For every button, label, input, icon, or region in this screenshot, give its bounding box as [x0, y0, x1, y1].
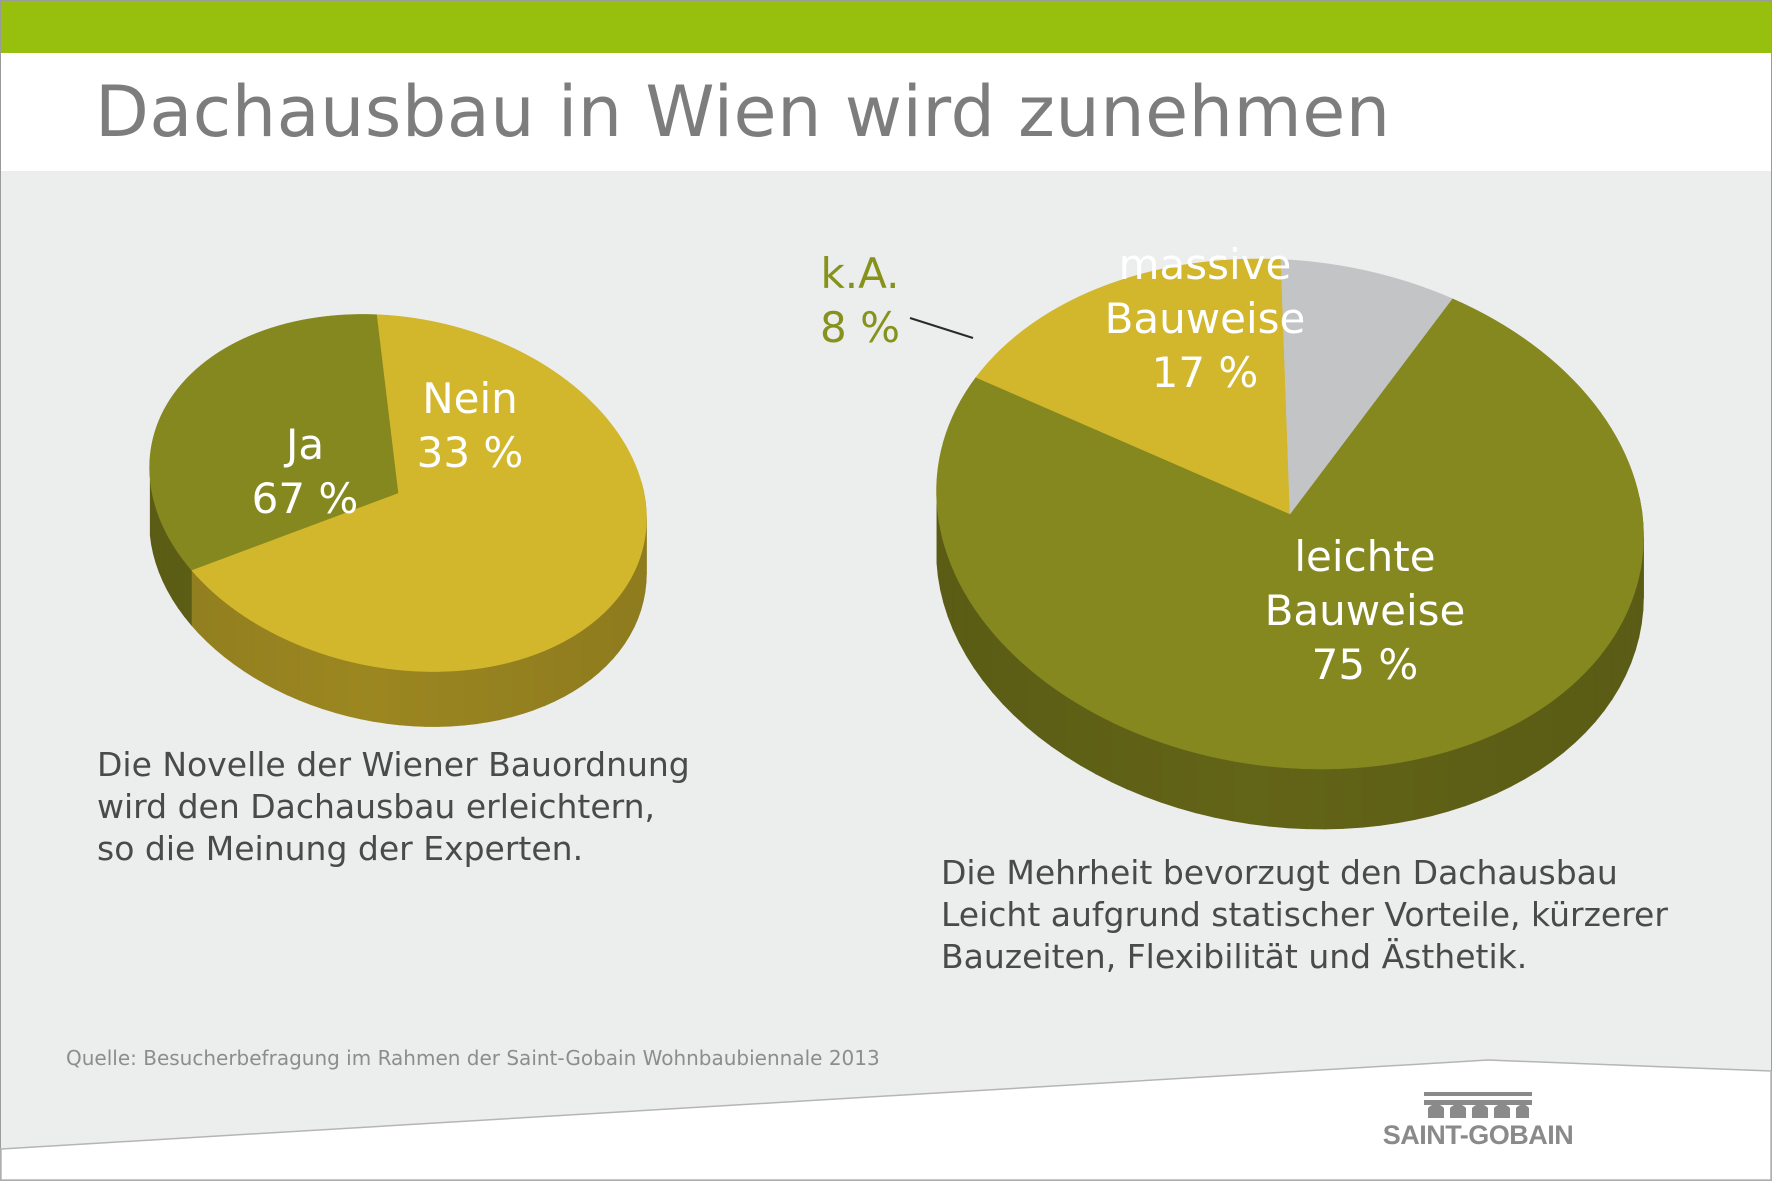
- pie-side-walls: [936, 497, 1644, 830]
- saint-gobain-logo: SAINT-GOBAIN: [1368, 1088, 1588, 1154]
- accent-bar: [1, 1, 1771, 53]
- source-note: Quelle: Besucherbefragung im Rahmen der …: [66, 1046, 880, 1070]
- logo-arches-icon: [1424, 1092, 1532, 1118]
- caption-right: Die Mehrheit bevorzugt den Dachausbau Le…: [941, 853, 1668, 976]
- pie-slice-massive-bauweise: [975, 258, 1291, 515]
- pie-chart-bauweise: [936, 258, 1644, 830]
- slice-label-massive: massive Bauweise 17 %: [1104, 240, 1306, 397]
- caption-left: Die Novelle der Wiener Bauordnung wird d…: [97, 745, 690, 868]
- footer-strip: [0, 1059, 1772, 1181]
- page-title: Dachausbau in Wien wird zunehmen: [95, 71, 1391, 153]
- pie-slice-k-a: [1280, 259, 1453, 515]
- pie-chart-bauordnung: [149, 314, 647, 727]
- slice-label-leichte: leichte Bauweise 75 %: [1264, 532, 1466, 689]
- pie-slice-ja: [191, 314, 647, 672]
- slice-label-nein: Nein 33 %: [416, 374, 524, 477]
- pie-side-walls: [149, 480, 647, 727]
- pie-slice-nein: [149, 314, 399, 571]
- slice-label-ja: Ja 67 %: [251, 420, 359, 523]
- logo-text: SAINT-GOBAIN: [1382, 1120, 1574, 1150]
- ka-leader-line: [909, 317, 974, 339]
- slice-label-ka: k.A. 8 %: [820, 249, 900, 352]
- pie-slice-leichte-bauweise: [936, 298, 1644, 770]
